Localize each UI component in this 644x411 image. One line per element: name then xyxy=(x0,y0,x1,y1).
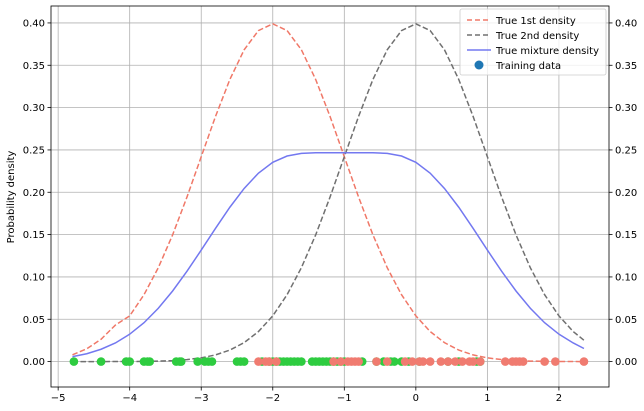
y-tick-label-right: 0.00 xyxy=(615,357,637,368)
training-data-point xyxy=(69,357,79,366)
series-layer xyxy=(72,23,585,363)
training-data-point xyxy=(336,357,346,366)
series-line-2 xyxy=(72,23,585,363)
y-tick-label-left: 0.25 xyxy=(23,145,45,156)
training-data-point xyxy=(500,357,510,366)
x-tick-label: 1 xyxy=(484,393,490,404)
axis-layer: −5 −4 −3 −2 −1 0 1 2 0.00 0.00 0.05 0.05 0.10 0.10 0.1… xyxy=(23,18,638,404)
legend-label-mixture-density: True mixture density xyxy=(495,46,599,57)
training-data-point xyxy=(468,357,478,366)
y-tick-label-right: 0.25 xyxy=(615,145,637,156)
y-tick-label-left: 0.15 xyxy=(23,230,45,241)
y-tick-label-left: 0.30 xyxy=(23,103,45,114)
y-tick-label-right: 0.15 xyxy=(615,230,637,241)
training-data-point xyxy=(125,357,134,366)
training-data-point xyxy=(354,357,363,366)
training-data-point xyxy=(145,357,155,366)
legend-label-1st-density: True 1st density xyxy=(495,16,576,27)
y-tick-label-right: 0.20 xyxy=(615,188,637,199)
x-tick-label: −4 xyxy=(122,393,137,404)
y-tick-label-left: 0.05 xyxy=(23,315,45,326)
y-tick-label-left: 0.40 xyxy=(23,18,45,29)
x-tick-label: −2 xyxy=(265,393,280,404)
series-line-3 xyxy=(72,152,585,358)
training-data-point xyxy=(579,357,589,366)
training-data-point xyxy=(382,357,392,366)
training-data-point xyxy=(372,357,381,366)
legend-label-training-data: Training data xyxy=(495,61,561,72)
training-data-point xyxy=(400,357,410,366)
training-data-point xyxy=(390,357,399,366)
legend-label-2nd-density: True 2nd density xyxy=(495,31,579,42)
training-data-point xyxy=(475,357,485,366)
x-tick-label: 2 xyxy=(556,393,562,404)
training-data-point xyxy=(329,357,338,366)
y-tick-label-right: 0.35 xyxy=(615,61,637,72)
grid-layer xyxy=(51,6,609,387)
y-tick-label-right: 0.10 xyxy=(615,272,637,283)
training-data-point xyxy=(96,357,106,366)
training-data-point xyxy=(297,357,306,366)
training-data-point xyxy=(254,357,263,366)
x-tick-label: −5 xyxy=(51,393,66,404)
training-data-point xyxy=(193,357,202,366)
y-tick-label-left: 0.35 xyxy=(23,61,45,72)
x-tick-label: −3 xyxy=(194,393,209,404)
training-data-point xyxy=(207,357,217,366)
y-tick-label-left: 0.20 xyxy=(23,188,45,199)
training-data-point xyxy=(518,357,528,366)
x-tick-label: 0 xyxy=(413,393,419,404)
legend: True 1st density True 2nd density True m… xyxy=(459,8,607,76)
x-tick-label: −1 xyxy=(337,393,352,404)
training-data-point xyxy=(436,357,446,366)
training-data-point xyxy=(425,357,435,366)
y-tick-label-left: 0.00 xyxy=(23,357,45,368)
scatter-layer xyxy=(69,357,589,366)
training-data-point xyxy=(450,357,460,366)
legend-swatch-training-data xyxy=(474,60,484,70)
training-data-point xyxy=(551,357,560,366)
training-data-point xyxy=(272,357,281,366)
training-data-point xyxy=(418,357,428,366)
series-line-1 xyxy=(72,23,584,363)
training-data-point xyxy=(264,357,274,366)
training-data-point xyxy=(443,357,453,366)
training-data-point xyxy=(407,357,417,366)
training-data-point xyxy=(176,357,186,366)
training-data-point xyxy=(239,357,249,366)
training-data-point xyxy=(540,357,549,366)
y-axis-label: Probability density xyxy=(6,151,17,244)
y-tick-label-right: 0.30 xyxy=(615,103,637,114)
plot-frame xyxy=(50,5,610,388)
legend-box xyxy=(459,8,607,76)
y-tick-label-right: 0.05 xyxy=(615,315,637,326)
y-tick-label-left: 0.10 xyxy=(23,272,45,283)
training-data-point xyxy=(458,357,467,366)
y-tick-label-right: 0.40 xyxy=(615,18,637,29)
